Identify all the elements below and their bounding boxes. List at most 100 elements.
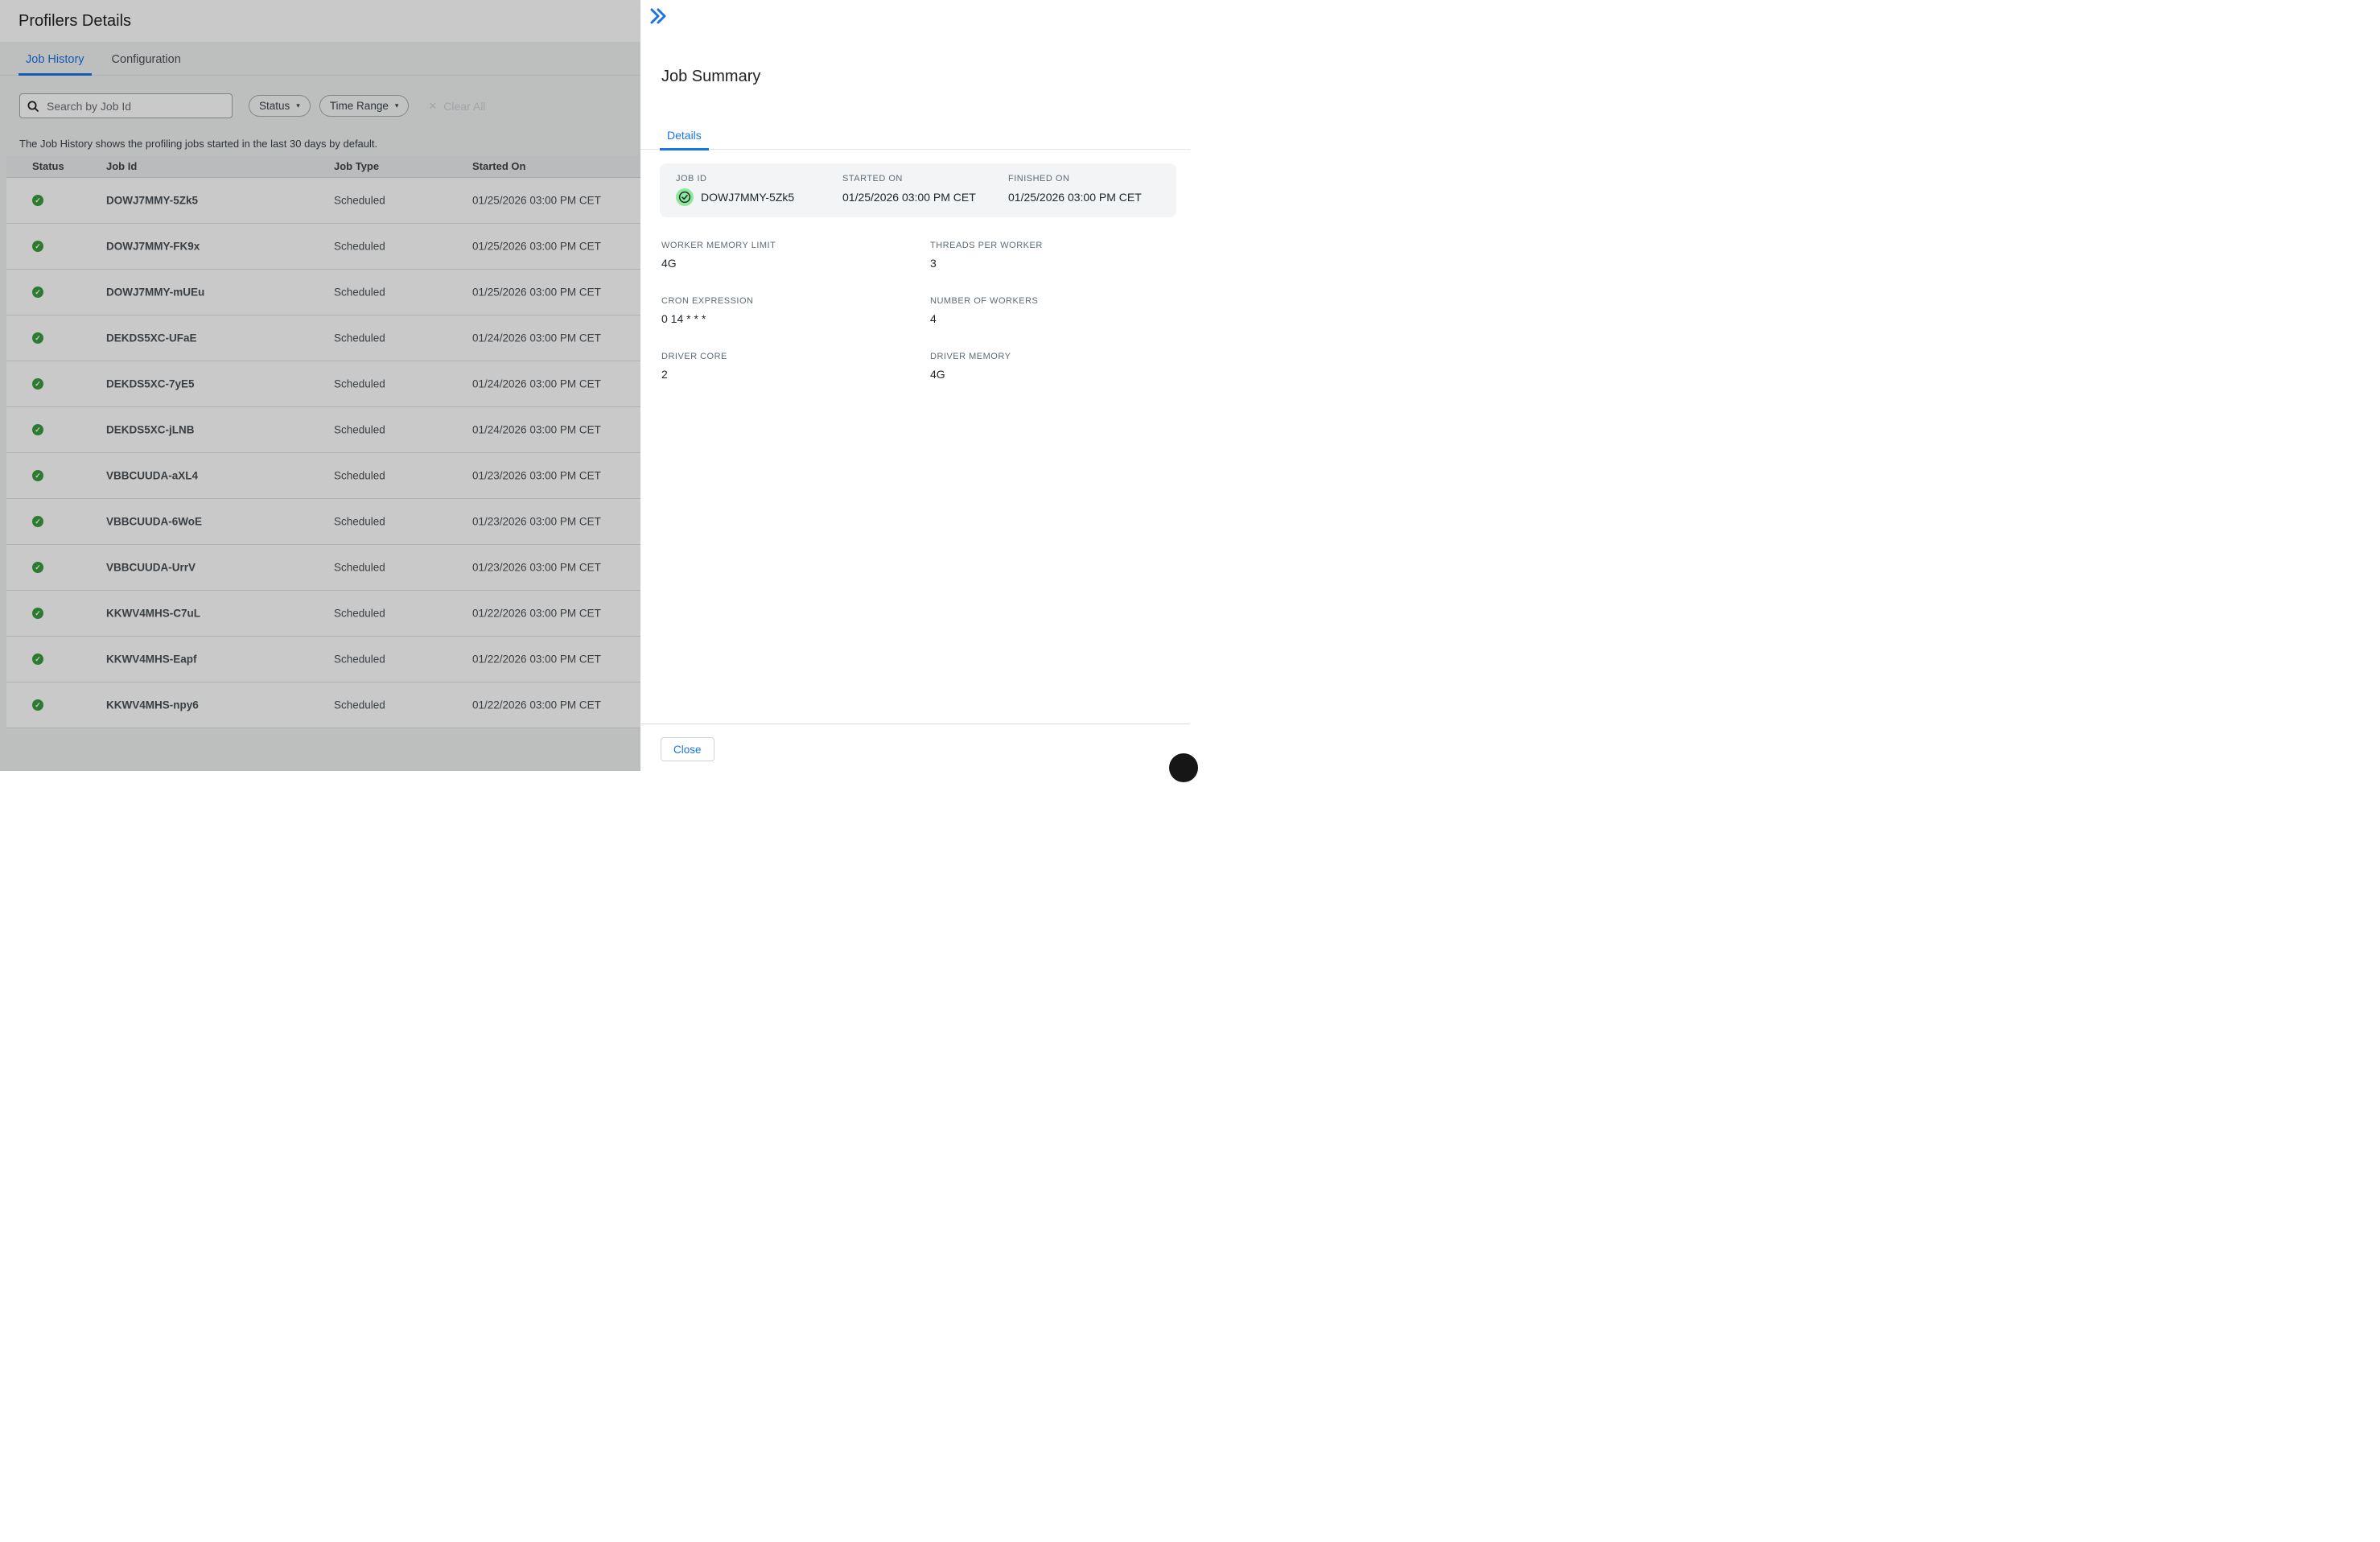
table-row: ✓ DOWJ7MMY-mUEu Scheduled 01/25/2026 03:00 … — [6, 270, 640, 315]
config-field: THREADS PER WORKER 3 — [930, 241, 1170, 270]
config-field-label: CRON EXPRESSION — [661, 296, 754, 306]
clear-all-button[interactable]: ✕ Clear All — [428, 100, 485, 113]
finished-on-column: FINISHED ON 01/25/2026 03:00 PM CET — [1008, 163, 1142, 204]
filter-toolbar: Status ▾ Time Range ▾ ✕ Clear All — [19, 93, 640, 118]
started-on-cell: 01/24/2026 03:00 PM CET — [472, 423, 601, 436]
config-field: DRIVER MEMORY 4G — [930, 352, 1170, 381]
config-field-label: NUMBER OF WORKERS — [930, 296, 1039, 306]
job-id-link[interactable]: VBBCUUDA-6WoE — [106, 515, 203, 528]
config-field-value: 0 14 * * * — [661, 312, 706, 325]
job-type-cell: Scheduled — [334, 561, 385, 574]
drawer-title: Job Summary — [661, 68, 761, 85]
table-row: ✓ DEKDS5XC-UFaE Scheduled 01/24/2026 03:00 … — [6, 315, 640, 361]
time-range-filter-dropdown[interactable]: Time Range ▾ — [319, 95, 410, 117]
status-success-icon: ✓ — [32, 424, 43, 435]
column-header-status: Status — [32, 160, 64, 172]
table-row: ✓ KKWV4MHS-C7uL Scheduled 01/22/2026 03:00 … — [6, 591, 640, 637]
started-on-cell: 01/24/2026 03:00 PM CET — [472, 332, 601, 344]
job-summary-drawer: Job Summary Details JOB ID DOWJ7MMY-5Zk5… — [640, 0, 1190, 771]
table-row: ✓ DEKDS5XC-jLNB Scheduled 01/24/2026 03:00 … — [6, 407, 640, 453]
job-type-cell: Scheduled — [334, 469, 385, 482]
main-tab-bar: Job History Configuration — [0, 42, 640, 76]
page-title: Profilers Details — [19, 11, 132, 30]
job-id-link[interactable]: DEKDS5XC-UFaE — [106, 332, 197, 344]
tab-job-history[interactable]: Job History — [19, 53, 92, 76]
job-id-link[interactable]: VBBCUUDA-UrrV — [106, 561, 196, 574]
job-id-link[interactable]: KKWV4MHS-C7uL — [106, 607, 200, 620]
job-id-link[interactable]: DOWJ7MMY-5Zk5 — [106, 194, 199, 207]
job-config-fields: WORKER MEMORY LIMIT 4G THREADS PER WORKER 3… — [661, 241, 1170, 381]
config-field-label: DRIVER MEMORY — [930, 352, 1011, 361]
job-id-label: JOB ID — [676, 174, 707, 183]
job-type-cell: Scheduled — [334, 377, 385, 390]
double-chevron-right-icon — [650, 8, 666, 24]
job-type-cell: Scheduled — [334, 515, 385, 528]
status-success-icon: ✓ — [32, 516, 43, 527]
column-header-job-type: Job Type — [334, 160, 380, 172]
clear-icon: ✕ — [428, 99, 438, 112]
success-badge-icon — [676, 188, 694, 206]
job-type-cell: Scheduled — [334, 194, 385, 207]
finished-on-value: 01/25/2026 03:00 PM CET — [1008, 191, 1142, 204]
status-success-icon: ✓ — [32, 332, 43, 344]
job-id-link[interactable]: DOWJ7MMY-mUEu — [106, 286, 205, 299]
config-field: CRON EXPRESSION 0 14 * * * — [661, 296, 930, 325]
config-field: DRIVER CORE 2 — [661, 352, 930, 381]
drawer-scrim-overlay[interactable] — [0, 0, 640, 771]
status-filter-dropdown[interactable]: Status ▾ — [249, 95, 311, 117]
config-field-label: WORKER MEMORY LIMIT — [661, 241, 776, 250]
table-header-row: Status Job Id Job Type Started On — [6, 155, 640, 178]
tab-configuration[interactable]: Configuration — [111, 53, 181, 66]
config-field: WORKER MEMORY LIMIT 4G — [661, 241, 930, 270]
job-id-link[interactable]: DEKDS5XC-7yE5 — [106, 377, 195, 390]
finished-on-label: FINISHED ON — [1008, 174, 1070, 183]
table-row: ✓ KKWV4MHS-npy6 Scheduled 01/22/2026 03:00 … — [6, 682, 640, 728]
job-type-cell: Scheduled — [334, 332, 385, 344]
table-row: ✓ VBBCUUDA-aXL4 Scheduled 01/23/2026 03:00 … — [6, 453, 640, 499]
started-on-label: STARTED ON — [842, 174, 903, 183]
status-success-icon: ✓ — [32, 287, 43, 298]
table-row: ✓ DOWJ7MMY-5Zk5 Scheduled 01/25/2026 03:00 … — [6, 178, 640, 224]
job-type-cell: Scheduled — [334, 607, 385, 620]
job-id-link[interactable]: DOWJ7MMY-FK9x — [106, 240, 200, 253]
profilers-details-page: Profilers Details Job History Configurat… — [0, 0, 640, 771]
status-success-icon: ✓ — [32, 608, 43, 619]
job-id-column: JOB ID DOWJ7MMY-5Zk5 — [676, 163, 794, 206]
tab-details[interactable]: Details — [660, 129, 709, 150]
job-id-link[interactable]: KKWV4MHS-Eapf — [106, 653, 197, 666]
column-header-job-id: Job Id — [106, 160, 138, 172]
config-field-value: 4 — [930, 312, 937, 325]
status-success-icon: ✓ — [32, 699, 43, 711]
started-on-cell: 01/23/2026 03:00 PM CET — [472, 561, 601, 574]
close-button[interactable]: Close — [661, 737, 714, 761]
status-success-icon: ✓ — [32, 470, 43, 481]
table-row: ✓ VBBCUUDA-6WoE Scheduled 01/23/2026 03:00 … — [6, 499, 640, 545]
page-header: Profilers Details — [0, 0, 640, 42]
job-id-link[interactable]: DEKDS5XC-jLNB — [106, 423, 195, 436]
search-input[interactable] — [45, 98, 217, 113]
started-on-cell: 01/23/2026 03:00 PM CET — [472, 469, 601, 482]
job-id-link[interactable]: VBBCUUDA-aXL4 — [106, 469, 199, 482]
config-field-value: 2 — [661, 368, 668, 381]
config-field-label: DRIVER CORE — [661, 352, 727, 361]
collapse-panel-button[interactable] — [648, 6, 669, 27]
job-history-info-text: The Job History shows the profiling jobs… — [19, 138, 378, 150]
column-header-started-on: Started On — [472, 160, 526, 172]
started-on-cell: 01/23/2026 03:00 PM CET — [472, 515, 601, 528]
job-id-value: DOWJ7MMY-5Zk5 — [701, 191, 795, 204]
status-success-icon: ✓ — [32, 653, 43, 665]
chevron-down-icon: ▾ — [394, 101, 399, 109]
status-success-icon: ✓ — [32, 241, 43, 252]
status-success-icon: ✓ — [32, 562, 43, 573]
table-row: ✓ KKWV4MHS-Eapf Scheduled 01/22/2026 03:00 … — [6, 637, 640, 682]
job-type-cell: Scheduled — [334, 699, 385, 711]
search-icon — [27, 101, 39, 112]
job-id-link[interactable]: KKWV4MHS-npy6 — [106, 699, 199, 711]
config-field-value: 4G — [661, 257, 677, 270]
started-on-value: 01/25/2026 03:00 PM CET — [842, 191, 976, 204]
status-success-icon: ✓ — [32, 195, 43, 206]
table-row: ✓ DEKDS5XC-7yE5 Scheduled 01/24/2026 03:00 … — [6, 361, 640, 407]
started-on-column: STARTED ON 01/25/2026 03:00 PM CET — [842, 163, 976, 204]
config-field: NUMBER OF WORKERS 4 — [930, 296, 1170, 325]
job-search-box[interactable] — [19, 93, 233, 118]
